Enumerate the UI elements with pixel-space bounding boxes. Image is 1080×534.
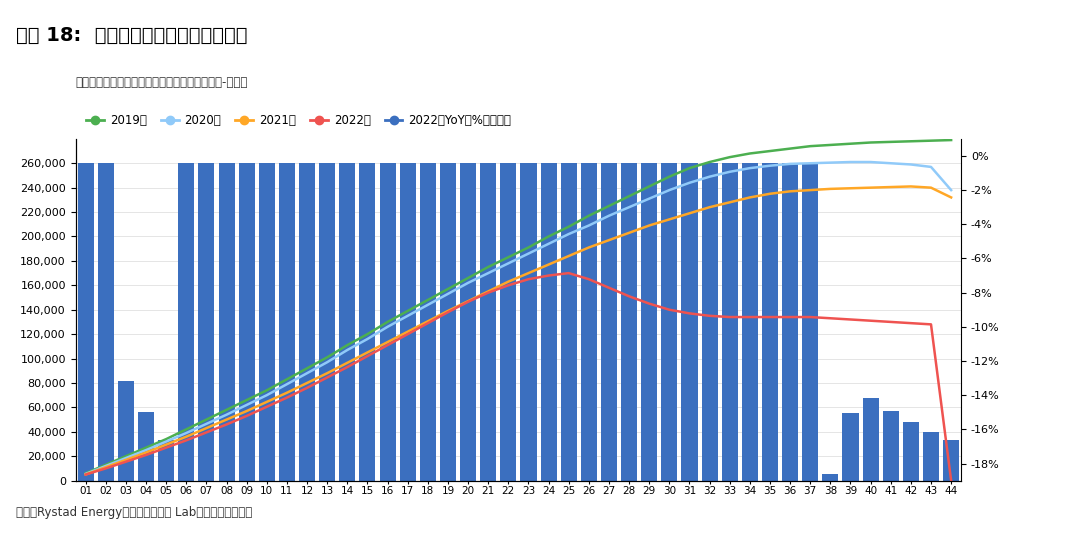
Legend: 2019年, 2020年, 2021年, 2022年, 2022年YoY（%，右轴）: 2019年, 2020年, 2021年, 2022年, 2022年YoY（%，右… [81,109,516,131]
Bar [440,163,456,481]
Bar [259,163,274,481]
Bar [500,163,516,481]
Text: 图表 18:  欧洲管道气累计进口量及同比: 图表 18: 欧洲管道气累计进口量及同比 [16,26,247,45]
Bar [118,381,134,481]
Bar [420,163,436,481]
Bar [239,163,255,481]
Bar [782,163,798,481]
Bar [299,163,315,481]
Bar [218,163,234,481]
Bar [681,163,698,481]
Bar [360,163,376,481]
Bar [882,411,899,481]
Bar [178,163,194,481]
Bar [822,475,838,481]
Bar [863,398,879,481]
Bar [943,441,959,481]
Bar [379,163,395,481]
Bar [721,163,738,481]
Bar [138,412,154,481]
Bar [158,441,174,481]
Bar [581,163,597,481]
Bar [661,163,677,481]
Bar [802,163,819,481]
Bar [460,163,476,481]
Bar [339,163,355,481]
Bar [842,413,859,481]
Bar [279,163,295,481]
Bar [923,432,939,481]
Bar [762,163,778,481]
Bar [400,163,416,481]
Text: 欧盟及英国主要管道气累计进口量（百万立方米-标方）: 欧盟及英国主要管道气累计进口量（百万立方米-标方） [76,76,248,89]
Bar [621,163,637,481]
Bar [600,163,617,481]
Bar [903,422,919,481]
Bar [320,163,335,481]
Bar [742,163,758,481]
Bar [642,163,658,481]
Bar [521,163,537,481]
Bar [78,163,94,481]
Text: 来源：Rystad Energy，国金数字未来 Lab，国金证券研究所: 来源：Rystad Energy，国金数字未来 Lab，国金证券研究所 [16,506,253,519]
Bar [481,163,497,481]
Bar [561,163,577,481]
Bar [98,163,113,481]
Bar [702,163,717,481]
Bar [540,163,556,481]
Bar [199,163,215,481]
